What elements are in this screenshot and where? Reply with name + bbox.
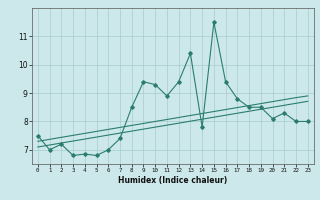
X-axis label: Humidex (Indice chaleur): Humidex (Indice chaleur) <box>118 176 228 185</box>
